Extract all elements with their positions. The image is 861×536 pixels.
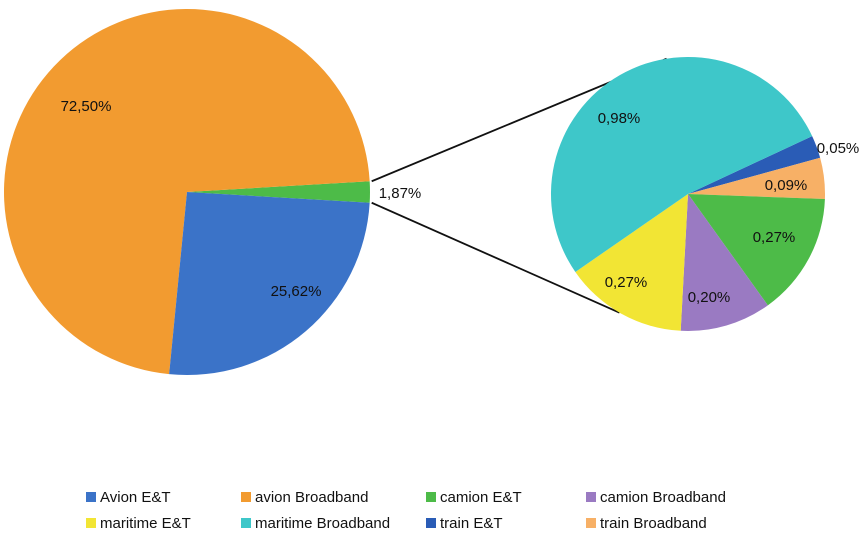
pie-slice-camion-broadband (680, 194, 768, 331)
pie-slice-others (187, 181, 370, 203)
pie-of-pie-chart: 25,62% 72,50% 1,87% 0,05% 0,09% 0,27% 0,20% 0,2… (3, 8, 860, 375)
data-label-avion-broadband: 72,50% (61, 98, 112, 115)
legend-row: Avion E&T avion Broadband camion E&T cam… (86, 484, 786, 510)
data-label-camion-et: 0,27% (753, 229, 796, 246)
legend-label: maritime Broadband (255, 514, 391, 532)
legend-swatch (86, 518, 96, 528)
data-label-maritime-broadband: 0,98% (598, 110, 641, 127)
data-label-train-broadband: 0,09% (765, 177, 808, 194)
pie-slice-train-et (688, 136, 821, 194)
data-labels: 25,62% 72,50% 1,87% 0,05% 0,09% 0,27% 0,20% 0,2… (61, 98, 860, 306)
pie-slice-maritime-broadband (550, 56, 813, 272)
legend-row: maritime E&T maritime Broadband train E&… (86, 510, 786, 536)
legend-swatch (586, 518, 596, 528)
legend-label: train E&T (440, 514, 503, 532)
pie-slice-avion-et (169, 192, 370, 375)
legend-swatch (86, 492, 96, 502)
data-label-maritime-et: 0,27% (605, 274, 648, 291)
legend-swatch (241, 518, 251, 528)
data-label-others: 1,87% (379, 185, 422, 202)
legend-swatch (241, 492, 251, 502)
main-pie (3, 8, 370, 375)
legend-item-train-broadband: train Broadband (586, 510, 766, 536)
connector-line-bottom (371, 201, 620, 314)
legend-item-maritime-et: maritime E&T (86, 510, 241, 536)
legend-label: Avion E&T (100, 488, 171, 506)
legend-label: avion Broadband (255, 488, 369, 506)
legend-item-avion-et: Avion E&T (86, 484, 241, 510)
detail-pie (550, 56, 826, 331)
data-label-camion-broadband: 0,20% (688, 289, 731, 306)
legend-swatch (426, 518, 436, 528)
legend-label: camion Broadband (600, 488, 726, 506)
legend-swatch (586, 492, 596, 502)
pie-slice-train-broadband (688, 157, 826, 200)
legend-item-camion-broadband: camion Broadband (586, 484, 766, 510)
legend-label: maritime E&T (100, 514, 191, 532)
legend-item-maritime-broadband: maritime Broadband (241, 510, 426, 536)
legend: Avion E&T avion Broadband camion E&T cam… (86, 484, 786, 536)
data-label-train-et: 0,05% (817, 140, 860, 157)
legend-label: camion E&T (440, 488, 522, 506)
pie-slice-avion-broadband (3, 8, 370, 375)
legend-label: train Broadband (600, 514, 707, 532)
pie-slice-camion-et (688, 194, 825, 306)
pie-slice-maritime-et (575, 194, 688, 331)
legend-item-train-et: train E&T (426, 510, 586, 536)
legend-item-avion-broadband: avion Broadband (241, 484, 426, 510)
legend-item-camion-et: camion E&T (426, 484, 586, 510)
legend-swatch (426, 492, 436, 502)
data-label-avion-et: 25,62% (271, 283, 322, 300)
